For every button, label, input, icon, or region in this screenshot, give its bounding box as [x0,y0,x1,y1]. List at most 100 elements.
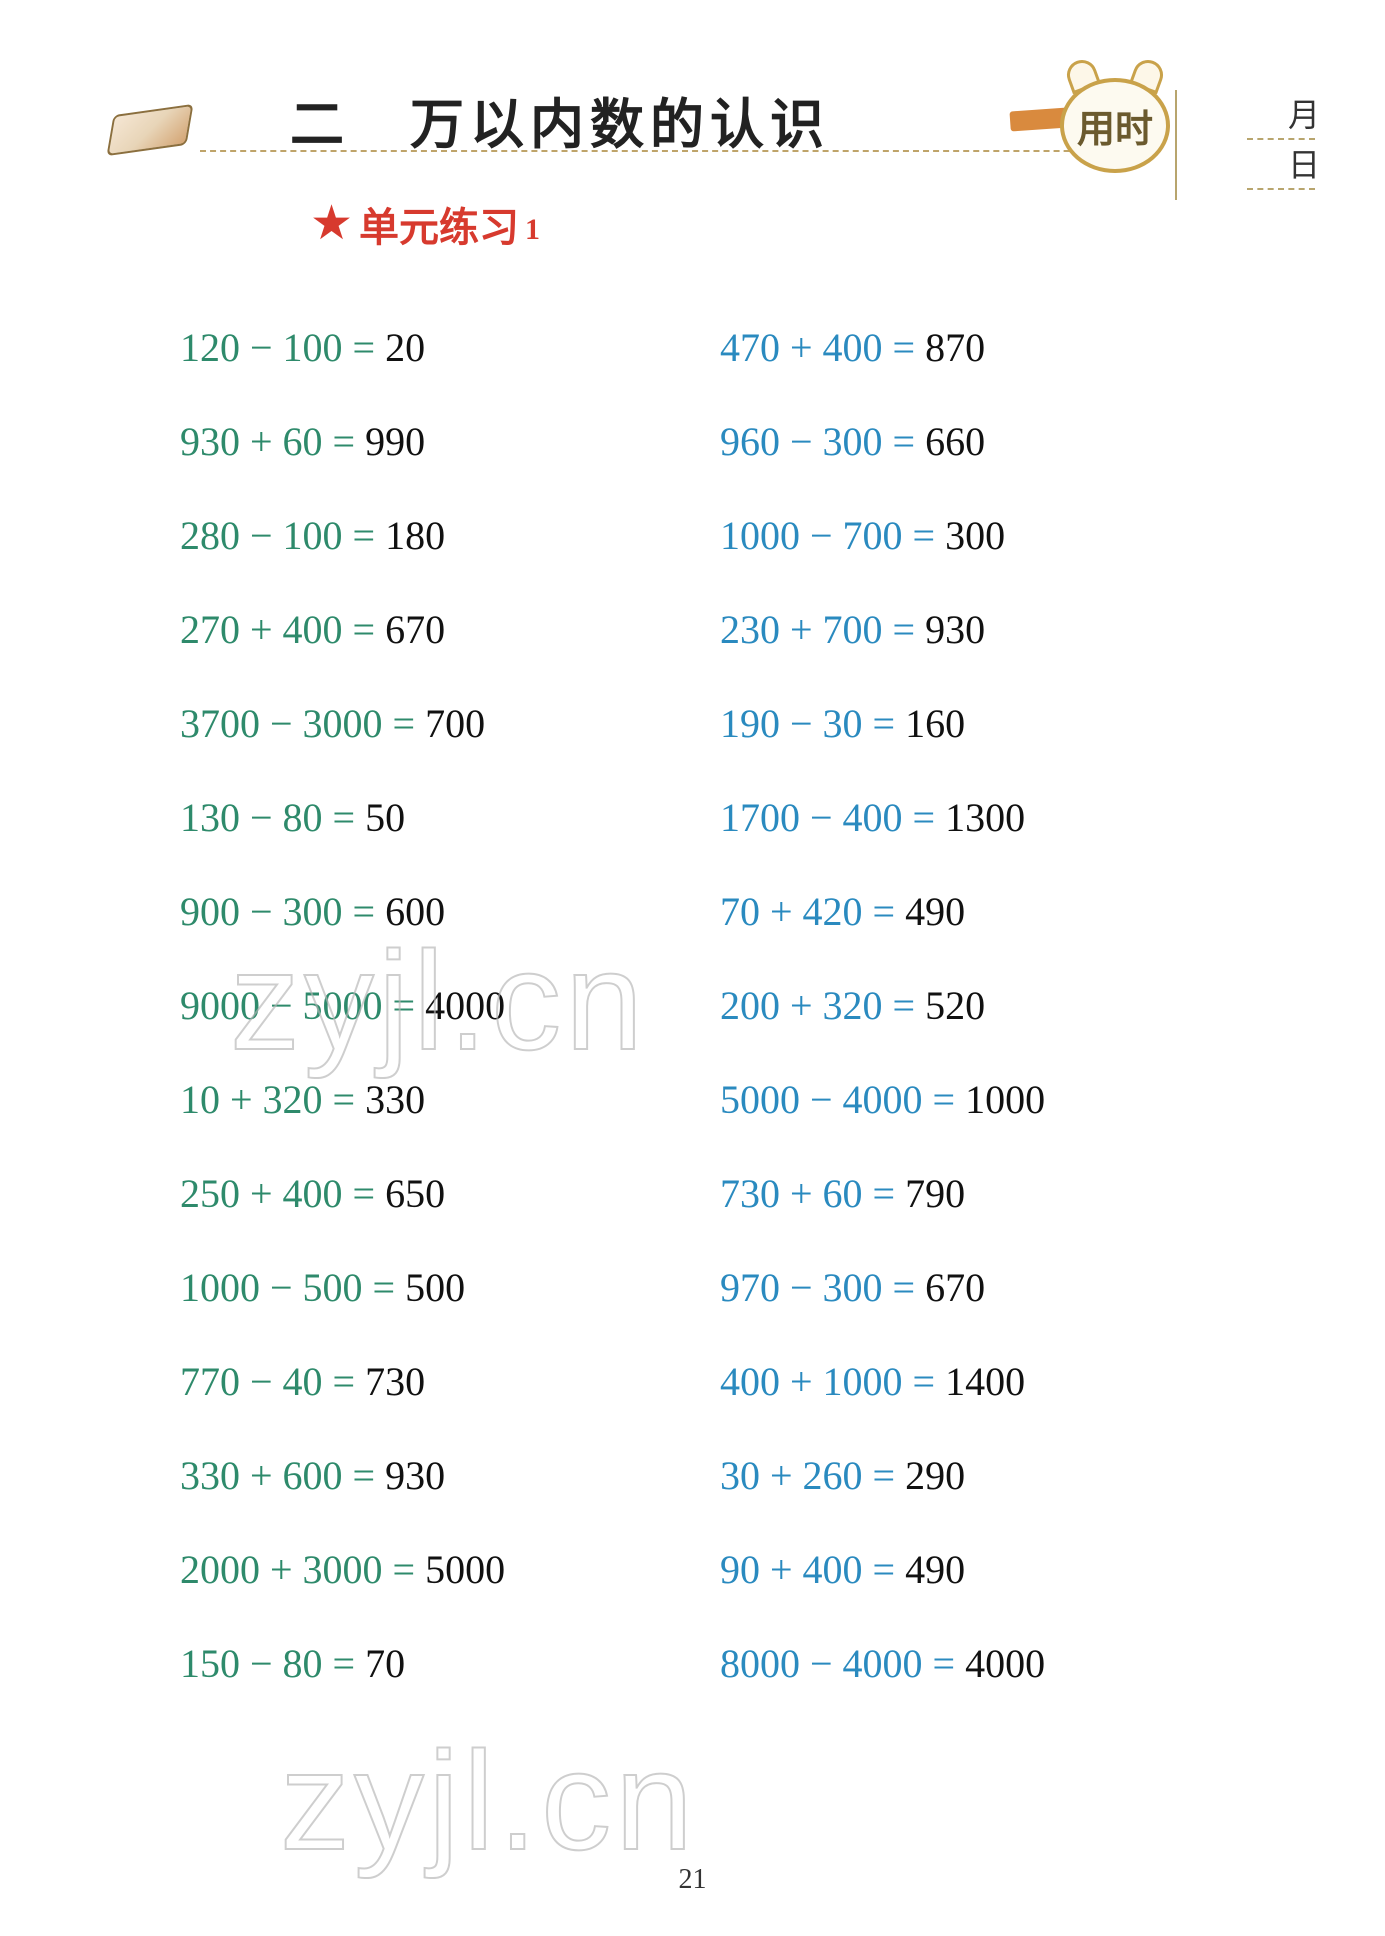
expression: 730 + 60 = [720,1171,905,1216]
date-box: 月 日 [1175,90,1315,200]
problem-cell: 3700 − 3000 = 700 [180,700,720,747]
expression: 120 − 100 = [180,325,385,370]
answer: 180 [385,513,445,558]
expression: 960 − 300 = [720,419,925,464]
unit-title: 二 万以内数的认识 [290,80,830,159]
star-icon: ★ [310,200,353,248]
answer: 5000 [425,1547,505,1592]
expression: 230 + 700 = [720,607,925,652]
problem-cell: 130 − 80 = 50 [180,794,720,841]
problem-row: 330 + 600 = 93030 + 260 = 290 [180,1428,1260,1522]
answer: 600 [385,889,445,934]
problem-cell: 400 + 1000 = 1400 [720,1358,1260,1405]
answer: 930 [925,607,985,652]
expression: 280 − 100 = [180,513,385,558]
expression: 10 + 320 = [180,1077,365,1122]
expression: 150 − 80 = [180,1641,365,1686]
expression: 9000 − 5000 = [180,983,425,1028]
problem-row: 150 − 80 = 708000 − 4000 = 4000 [180,1616,1260,1710]
problem-cell: 270 + 400 = 670 [180,606,720,653]
expression: 1000 − 700 = [720,513,945,558]
expression: 270 + 400 = [180,607,385,652]
expression: 2000 + 3000 = [180,1547,425,1592]
problem-cell: 1700 − 400 = 1300 [720,794,1260,841]
expression: 1700 − 400 = [720,795,945,840]
problem-row: 770 − 40 = 730400 + 1000 = 1400 [180,1334,1260,1428]
problem-cell: 2000 + 3000 = 5000 [180,1546,720,1593]
problem-cell: 730 + 60 = 790 [720,1170,1260,1217]
expression: 200 + 320 = [720,983,925,1028]
problem-cell: 10 + 320 = 330 [180,1076,720,1123]
problem-row: 10 + 320 = 3305000 − 4000 = 1000 [180,1052,1260,1146]
problem-cell: 190 − 30 = 160 [720,700,1260,747]
problem-row: 120 − 100 = 20470 + 400 = 870 [180,300,1260,394]
problems-grid: 120 − 100 = 20470 + 400 = 870930 + 60 = … [180,300,1260,1710]
answer: 50 [365,795,405,840]
expression: 130 − 80 = [180,795,365,840]
day-label: 日 [1288,140,1320,186]
problem-cell: 280 − 100 = 180 [180,512,720,559]
answer: 700 [425,701,485,746]
answer: 1300 [945,795,1025,840]
answer: 790 [905,1171,965,1216]
expression: 930 + 60 = [180,419,365,464]
subtitle-text: 单元练习 [359,195,519,253]
answer: 870 [925,325,985,370]
problem-cell: 120 − 100 = 20 [180,324,720,371]
expression: 250 + 400 = [180,1171,385,1216]
problem-cell: 960 − 300 = 660 [720,418,1260,465]
problem-cell: 900 − 300 = 600 [180,888,720,935]
subtitle-number: 1 [525,213,540,247]
problem-cell: 5000 − 4000 = 1000 [720,1076,1260,1123]
problem-row: 250 + 400 = 650730 + 60 = 790 [180,1146,1260,1240]
problem-cell: 770 − 40 = 730 [180,1358,720,1405]
problem-cell: 930 + 60 = 990 [180,418,720,465]
answer: 290 [905,1453,965,1498]
answer: 730 [365,1359,425,1404]
problem-cell: 200 + 320 = 520 [720,982,1260,1029]
problem-cell: 1000 − 500 = 500 [180,1264,720,1311]
expression: 3700 − 3000 = [180,701,425,746]
expression: 470 + 400 = [720,325,925,370]
expression: 330 + 600 = [180,1453,385,1498]
expression: 30 + 260 = [720,1453,905,1498]
problem-cell: 970 − 300 = 670 [720,1264,1260,1311]
expression: 970 − 300 = [720,1265,925,1310]
problem-cell: 150 − 80 = 70 [180,1640,720,1687]
problem-row: 3700 − 3000 = 700190 − 30 = 160 [180,676,1260,770]
expression: 70 + 420 = [720,889,905,934]
answer: 300 [945,513,1005,558]
title-underline [200,150,1160,152]
answer: 490 [905,1547,965,1592]
answer: 520 [925,983,985,1028]
problem-cell: 30 + 260 = 290 [720,1452,1260,1499]
problem-cell: 250 + 400 = 650 [180,1170,720,1217]
problem-row: 930 + 60 = 990960 − 300 = 660 [180,394,1260,488]
expression: 1000 − 500 = [180,1265,405,1310]
watermark: zyjl.cn [280,1720,697,1882]
problem-row: 2000 + 3000 = 500090 + 400 = 490 [180,1522,1260,1616]
expression: 190 − 30 = [720,701,905,746]
problem-cell: 90 + 400 = 490 [720,1546,1260,1593]
answer: 490 [905,889,965,934]
clock-label: 用时 [1077,98,1153,153]
answer: 990 [365,419,425,464]
answer: 160 [905,701,965,746]
answer: 930 [385,1453,445,1498]
problem-cell: 1000 − 700 = 300 [720,512,1260,559]
problem-cell: 8000 − 4000 = 4000 [720,1640,1260,1687]
answer: 660 [925,419,985,464]
problem-row: 270 + 400 = 670230 + 700 = 930 [180,582,1260,676]
problem-row: 1000 − 500 = 500970 − 300 = 670 [180,1240,1260,1334]
problem-cell: 230 + 700 = 930 [720,606,1260,653]
problem-cell: 470 + 400 = 870 [720,324,1260,371]
problem-row: 130 − 80 = 501700 − 400 = 1300 [180,770,1260,864]
answer: 1400 [945,1359,1025,1404]
expression: 770 − 40 = [180,1359,365,1404]
answer: 1000 [965,1077,1045,1122]
answer: 670 [385,607,445,652]
problem-cell: 9000 − 5000 = 4000 [180,982,720,1029]
expression: 8000 − 4000 = [720,1641,965,1686]
answer: 670 [925,1265,985,1310]
problem-cell: 330 + 600 = 930 [180,1452,720,1499]
